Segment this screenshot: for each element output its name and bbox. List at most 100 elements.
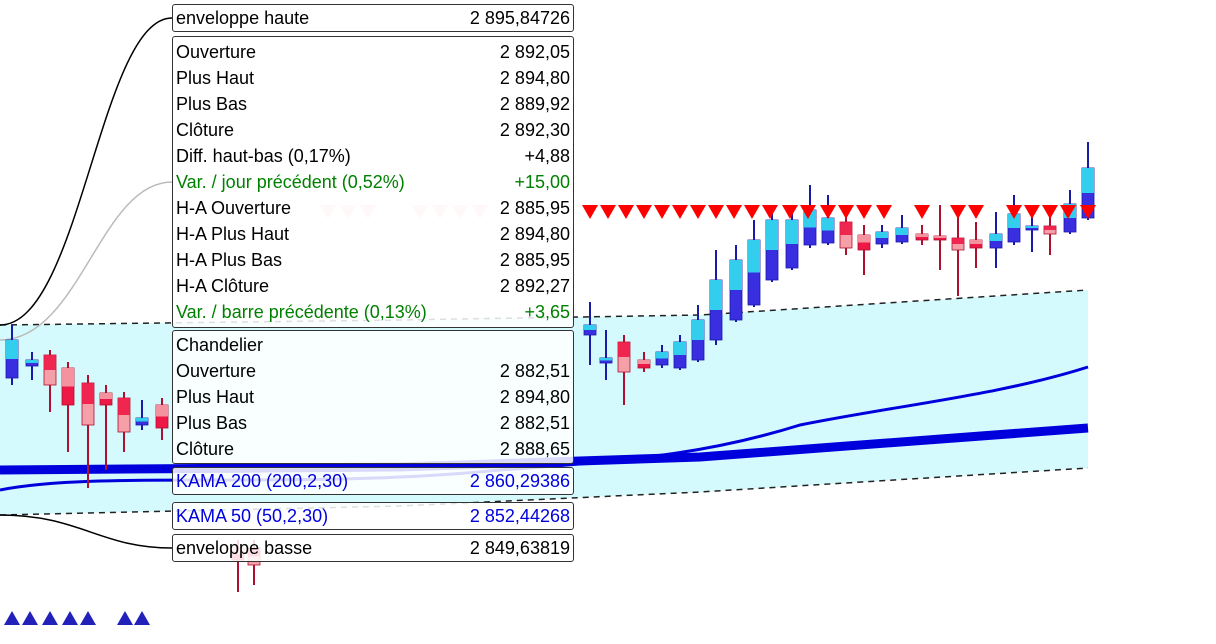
ha-body — [600, 358, 612, 361]
label: Diff. haut-bas (0,17%) — [176, 146, 351, 166]
value: 2 889,92 — [499, 94, 570, 114]
ha-body — [876, 232, 888, 238]
label: Clôture — [176, 439, 235, 459]
ha-body — [934, 236, 946, 238]
label: Ouverture — [176, 361, 257, 381]
label: KAMA 50 (50,2,30) — [176, 506, 329, 526]
ha-body — [44, 355, 56, 370]
label: Clôture — [176, 120, 235, 140]
row: H-A Clôture 2 892,27 — [173, 273, 573, 299]
row: Diff. haut-bas (0,17%) +4,88 — [173, 143, 573, 169]
tooltip-ohlc: Ouverture 2 892,05 Plus Haut 2 894,80 Plus B… — [172, 36, 574, 328]
ha-body — [118, 398, 130, 415]
signal-triangle — [134, 611, 150, 625]
ha-body — [656, 352, 668, 359]
ha-body — [896, 228, 908, 235]
signal-triangle — [856, 205, 872, 219]
label: H-A Clôture — [176, 276, 270, 296]
value: 2 894,80 — [499, 224, 570, 244]
value: 2 882,51 — [499, 361, 570, 381]
value: 2 885,95 — [499, 250, 570, 270]
signal-triangle — [1024, 205, 1040, 219]
ha-body — [100, 393, 112, 399]
tooltip-envelope-low: enveloppe basse 2 849,63819 — [172, 534, 574, 562]
label: Var. / barre précédente (0,13%) — [176, 302, 427, 322]
row: H-A Ouverture 2 885,95 — [173, 195, 573, 221]
signal-triangle — [600, 205, 616, 219]
ha-body — [1044, 226, 1056, 230]
value: 2 849,63819 — [469, 538, 570, 558]
ha-body — [748, 240, 760, 273]
label: Var. / jour précédent (0,52%) — [176, 172, 405, 192]
ha-body — [1026, 226, 1038, 228]
signal-triangle — [636, 205, 652, 219]
ha-body — [638, 360, 650, 364]
ha-body — [916, 234, 928, 237]
label: KAMA 200 (200,2,30) — [176, 471, 349, 491]
value: 2 894,80 — [499, 68, 570, 88]
value: 2 892,05 — [499, 42, 570, 62]
signal-triangle — [876, 205, 892, 219]
title: Chandelier — [176, 335, 264, 355]
ha-body — [1082, 168, 1094, 193]
label: Plus Haut — [176, 387, 255, 407]
row: Plus Haut 2 894,80 — [173, 65, 573, 91]
signal-triangle — [968, 205, 984, 219]
signal-triangle — [950, 205, 966, 219]
ha-body — [786, 220, 798, 244]
row: H-A Plus Bas 2 885,95 — [173, 247, 573, 273]
row: H-A Plus Haut 2 894,80 — [173, 221, 573, 247]
row: Clôture 2 892,30 — [173, 117, 573, 143]
signal-triangle — [782, 205, 798, 219]
ha-body — [674, 342, 686, 355]
label: Plus Bas — [176, 413, 248, 433]
value: 2 892,27 — [499, 276, 570, 296]
value: 2 895,84726 — [469, 8, 570, 28]
tooltip-kama50: KAMA 50 (50,2,30) 2 852,44268 — [172, 502, 574, 530]
signal-triangle — [4, 611, 20, 625]
ha-body — [970, 240, 982, 244]
signal-triangle — [726, 205, 742, 219]
value: 2 860,29386 — [469, 471, 570, 491]
label: H-A Plus Haut — [176, 224, 290, 244]
row: Plus Haut 2 894,80 — [173, 384, 573, 410]
label: enveloppe basse — [176, 538, 313, 558]
signal-triangle — [42, 611, 58, 625]
signal-triangle — [820, 205, 836, 219]
value: 2 894,80 — [499, 387, 570, 407]
ha-body — [692, 320, 704, 340]
row: Var. / jour précédent (0,52%) +15,00 — [173, 169, 573, 195]
row: Plus Bas 2 882,51 — [173, 410, 573, 436]
label: enveloppe haute — [176, 8, 310, 28]
value: 2 852,44268 — [469, 506, 570, 526]
ha-body — [1008, 214, 1020, 228]
ha-body — [858, 235, 870, 243]
row: Ouverture 2 892,05 — [173, 39, 573, 65]
signal-triangle — [22, 611, 38, 625]
ha-body — [822, 218, 834, 231]
signal-triangle — [1042, 205, 1058, 219]
signal-triangle — [1080, 205, 1096, 219]
ha-body — [952, 238, 964, 244]
signal-triangle — [117, 611, 133, 625]
ha-body — [840, 222, 852, 235]
ha-body — [730, 260, 742, 290]
ha-body — [82, 383, 94, 404]
signal-triangle — [838, 205, 854, 219]
label: Plus Haut — [176, 68, 255, 88]
ha-body — [26, 360, 38, 363]
signal-triangle — [654, 205, 670, 219]
label: Plus Bas — [176, 94, 248, 114]
signal-triangle — [1060, 205, 1076, 219]
ha-body — [710, 280, 722, 310]
ha-body — [62, 368, 74, 387]
signal-triangle — [744, 205, 760, 219]
value: 2 882,51 — [499, 413, 570, 433]
ha-body — [618, 342, 630, 357]
value: +4,88 — [524, 146, 570, 166]
signal-triangle — [762, 205, 778, 219]
ha-body — [990, 234, 1002, 241]
tooltip-chandelier: Chandelier Ouverture 2 882,51 Plus Haut 2 8… — [172, 330, 574, 464]
ha-body — [584, 325, 596, 330]
callout — [0, 181, 173, 341]
